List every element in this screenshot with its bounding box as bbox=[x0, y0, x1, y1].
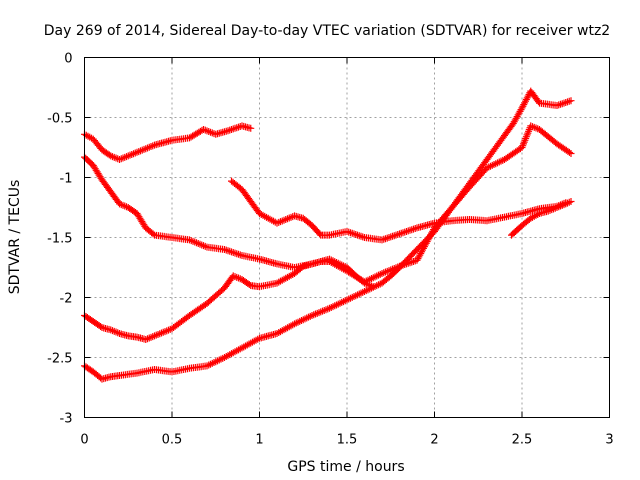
data-point bbox=[149, 230, 157, 238]
y-tick-label: -2.5 bbox=[47, 352, 72, 367]
chart-title: Day 269 of 2014, Sidereal Day-to-day VTE… bbox=[44, 23, 610, 39]
x-tick-label: 1 bbox=[255, 433, 263, 448]
data-point bbox=[105, 151, 113, 159]
y-tick-label: -2 bbox=[60, 292, 73, 307]
x-axis-label: GPS time / hours bbox=[287, 459, 404, 475]
data-point bbox=[567, 198, 575, 205]
x-tick-label: 1.5 bbox=[337, 433, 358, 448]
data-point bbox=[565, 148, 573, 156]
x-tick-label: 2 bbox=[430, 433, 438, 448]
series-arc-5 bbox=[81, 87, 575, 383]
data-point bbox=[316, 230, 323, 238]
series-arc-2 bbox=[81, 153, 377, 291]
series-arc-1 bbox=[81, 122, 255, 163]
y-tick-label: -1.5 bbox=[47, 232, 72, 247]
x-tick-label: 0 bbox=[80, 433, 88, 448]
y-tick-label: -1 bbox=[60, 172, 73, 187]
data-point bbox=[97, 323, 105, 330]
data-point bbox=[557, 100, 564, 108]
x-tick-label: 0.5 bbox=[162, 433, 183, 448]
data-point bbox=[567, 97, 575, 105]
data-point bbox=[567, 150, 575, 157]
y-tick-label: 0 bbox=[64, 52, 72, 67]
y-axis-label: SDTVAR / TECUs bbox=[7, 180, 23, 295]
data-point bbox=[298, 264, 306, 271]
axis-ticks: 0 0.5 1 1.5 2 2.5 3 0 -0.5 -1 -1.5 -2 -2.5 -3 bbox=[47, 52, 614, 448]
series-layer bbox=[81, 87, 575, 383]
data-point bbox=[565, 97, 573, 105]
x-tick-label: 2.5 bbox=[512, 433, 533, 448]
series-arc-3 bbox=[228, 177, 570, 244]
data-point bbox=[245, 281, 253, 288]
y-tick-label: -0.5 bbox=[47, 112, 72, 127]
data-point bbox=[235, 123, 242, 131]
series-arc-6 bbox=[508, 198, 575, 239]
grid bbox=[84, 57, 610, 418]
plot-frame bbox=[84, 57, 610, 418]
data-point bbox=[247, 124, 255, 132]
y-tick-label: -3 bbox=[60, 412, 73, 427]
x-tick-label: 3 bbox=[605, 433, 613, 448]
